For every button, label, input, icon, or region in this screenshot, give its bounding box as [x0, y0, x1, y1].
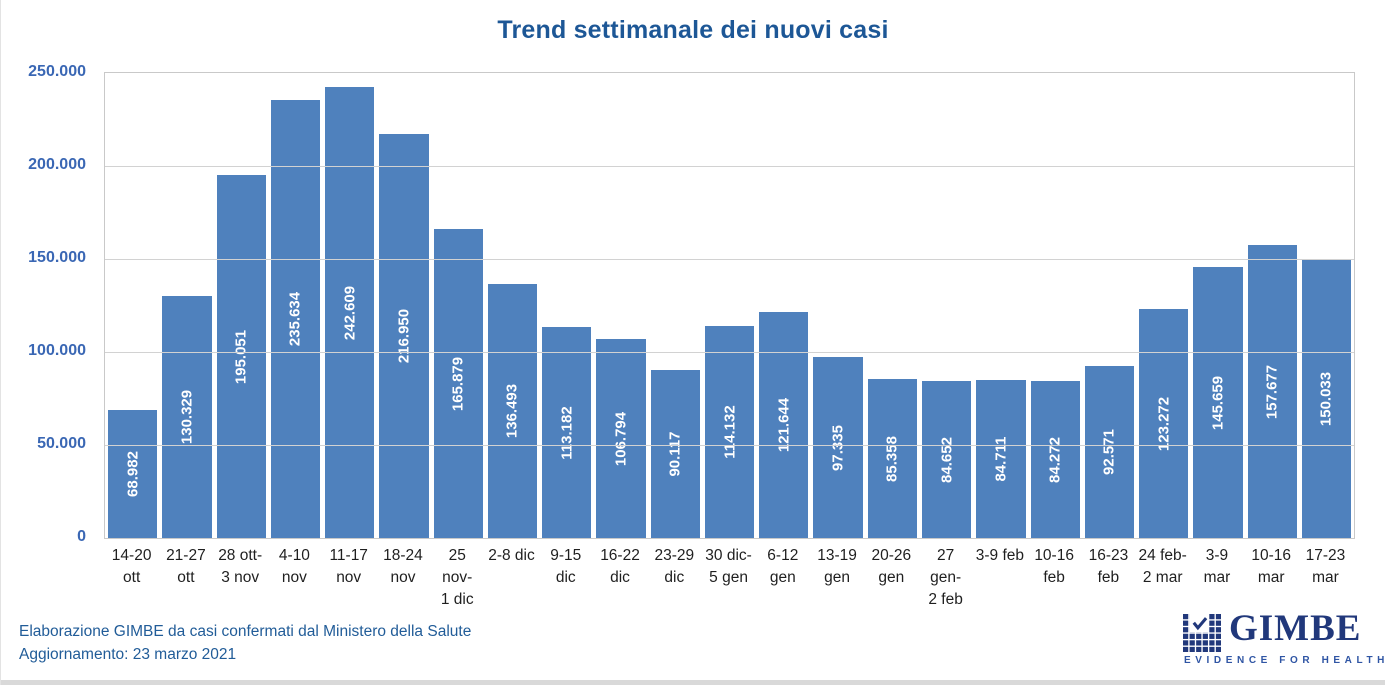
bar-value-label: 195.051 — [232, 329, 250, 384]
source-note: Elaborazione GIMBE da casi confermati da… — [19, 620, 471, 666]
bar-value-label: 130.329 — [178, 389, 196, 445]
gimbe-logo: GIMBE EVIDENCE FOR HEALTH — [1183, 608, 1385, 669]
x-tick-label: 6-12 gen — [767, 547, 799, 586]
window-bottom-edge — [1, 680, 1385, 685]
bar: 157.677 — [1247, 245, 1297, 538]
bar: 113.182 — [542, 327, 592, 538]
x-tick-label: 17-23 mar — [1305, 547, 1346, 586]
bar: 106.794 — [596, 339, 646, 538]
x-tick-label: 25 nov- 1 dic — [440, 547, 474, 608]
y-tick-label: 0 — [77, 528, 86, 545]
bar: 216.950 — [379, 134, 429, 538]
y-axis: 250.000 200.000 150.000 100.000 50.000 0 — [1, 63, 96, 545]
bar-value-label: 84.272 — [1046, 436, 1064, 483]
gimbe-logo-wordmark: GIMBE — [1229, 608, 1362, 649]
x-tick-label: 21-27 ott — [166, 547, 206, 586]
bar: 145.659 — [1193, 267, 1243, 538]
bar: 68.982 — [108, 410, 158, 538]
source-note-line2: Aggiornamento: 23 marzo 2021 — [19, 646, 237, 663]
bar-value-label: 106.794 — [612, 411, 630, 466]
bar: 130.329 — [162, 296, 212, 538]
bar-value-label: 145.659 — [1209, 375, 1227, 430]
gridline — [105, 259, 1354, 260]
bar: 97.335 — [813, 357, 863, 538]
x-tick-label: 16-22 dic — [600, 547, 640, 586]
bar-value-label: 90.117 — [666, 431, 684, 477]
bar-value-label: 242.609 — [341, 285, 359, 340]
bar: 150.033 — [1301, 259, 1352, 538]
y-tick-label: 50.000 — [37, 435, 86, 452]
x-tick-label: 3-9 mar — [1203, 547, 1231, 586]
bar-value-label: 84.711 — [992, 436, 1010, 482]
y-tick-label: 150.000 — [28, 249, 86, 266]
x-tick-label: 11-17 nov — [329, 547, 368, 586]
x-tick-label: 2-8 dic — [488, 547, 535, 564]
bar: 85.358 — [867, 379, 917, 538]
bar: 123.272 — [1139, 309, 1189, 538]
bar: 165.879 — [433, 229, 483, 538]
gridline — [105, 352, 1354, 353]
bar: 84.652 — [921, 381, 972, 538]
bar: 84.272 — [1030, 381, 1080, 538]
gimbe-check-grid-icon — [1183, 614, 1221, 652]
bar: 136.493 — [487, 284, 538, 538]
chart-title: Trend settimanale dei nuovi casi — [497, 16, 889, 44]
source-note-line1: Elaborazione GIMBE da casi confermati da… — [19, 623, 472, 640]
bar-value-label: 235.634 — [286, 291, 304, 347]
bar: 114.132 — [704, 326, 755, 538]
x-tick-label: 23-29 dic — [654, 547, 695, 586]
gridline — [105, 445, 1354, 446]
x-tick-label: 10-16 mar — [1251, 547, 1292, 586]
bar-value-label: 157.677 — [1263, 364, 1281, 419]
bar: 235.634 — [270, 100, 321, 538]
bar: 84.711 — [976, 380, 1026, 538]
bar-value-label: 123.272 — [1155, 396, 1173, 451]
bar-value-label: 85.358 — [883, 435, 901, 482]
bar-value-label: 113.182 — [558, 405, 576, 460]
x-tick-label: 16-23 feb — [1088, 547, 1129, 586]
bar-value-label: 114.132 — [721, 405, 739, 459]
bar: 195.051 — [216, 175, 266, 538]
bars-container: 68.982 130.329 195.051 235.634 242.609 216.95… — [105, 73, 1354, 538]
bar-value-label: 216.950 — [395, 308, 413, 364]
bar-value-label: 92.571 — [1100, 429, 1118, 475]
bar-value-label: 68.982 — [124, 451, 142, 497]
bar: 92.571 — [1084, 366, 1135, 538]
x-tick-label: 10-16 feb — [1034, 547, 1074, 586]
gridline — [105, 166, 1354, 167]
x-axis: 14-20 ott 21-27 ott 28 ott- 3 nov 4-10 nov 1… — [104, 545, 1353, 611]
bar-value-label: 121.644 — [775, 397, 793, 453]
y-tick-label: 100.000 — [28, 342, 86, 359]
x-tick-label: 18-24 nov — [383, 547, 423, 586]
bar-value-label: 165.879 — [449, 356, 467, 411]
x-tick-label: 9-15 dic — [550, 547, 582, 586]
x-tick-label: 24 feb- 2 mar — [1138, 547, 1187, 586]
x-tick-label: 20-26 gen — [871, 547, 912, 586]
bar-value-label: 150.033 — [1317, 371, 1335, 426]
bar-value-label: 84.652 — [938, 436, 956, 483]
plot-area: 68.982 130.329 195.051 235.634 242.609 216.95… — [104, 72, 1355, 539]
x-tick-label: 27 gen- 2 feb — [928, 547, 963, 608]
y-tick-label: 200.000 — [28, 156, 86, 173]
x-tick-label: 28 ott- 3 nov — [218, 547, 263, 586]
x-tick-label: 14-20 ott — [111, 547, 152, 586]
x-tick-label: 30 dic- 5 gen — [705, 547, 752, 586]
bar-value-label: 97.335 — [829, 424, 847, 471]
bar: 90.117 — [650, 370, 700, 538]
y-tick-label: 250.000 — [28, 63, 86, 80]
x-tick-label: 3-9 feb — [975, 547, 1025, 564]
gimbe-logo-tagline: EVIDENCE FOR HEALTH — [1184, 655, 1385, 666]
x-tick-label: 13-19 gen — [817, 547, 857, 586]
bar: 242.609 — [325, 87, 375, 538]
x-tick-label: 4-10 nov — [278, 547, 310, 586]
bar: 121.644 — [759, 312, 809, 538]
bar-value-label: 136.493 — [503, 383, 521, 439]
